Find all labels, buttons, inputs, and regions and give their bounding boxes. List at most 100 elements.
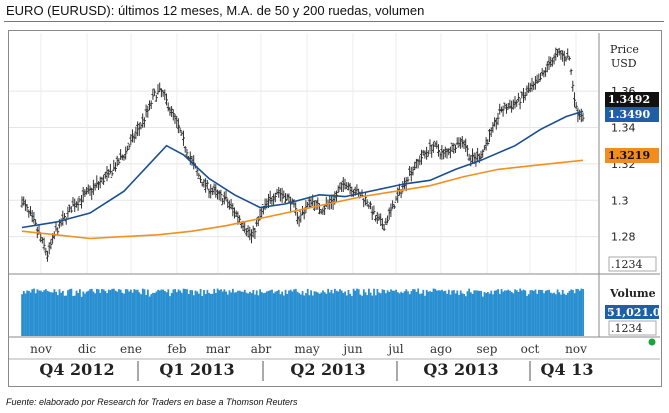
volume-bar <box>257 295 260 336</box>
volume-bar <box>318 293 321 336</box>
price-bar <box>49 239 53 250</box>
volume-bar <box>379 293 382 336</box>
volume-bar <box>519 288 522 336</box>
volume-bar <box>107 289 110 336</box>
volume-bar <box>155 291 158 336</box>
volume-bar <box>381 289 384 336</box>
volume-bar <box>306 288 309 336</box>
price-bar <box>76 197 80 211</box>
volume-bar <box>109 290 112 336</box>
volume-bar <box>104 291 107 336</box>
volume-bar <box>374 295 377 336</box>
ma50-line <box>21 110 584 229</box>
price-bar <box>426 150 430 157</box>
volume-bar <box>487 292 489 336</box>
volume-bar <box>55 291 57 336</box>
status-dot <box>648 338 656 346</box>
price-bar <box>323 205 327 215</box>
volume-bar <box>211 293 214 336</box>
volume-bar <box>38 290 40 336</box>
volume-bar <box>323 292 326 336</box>
price-bar <box>205 179 209 189</box>
volume-bar <box>279 294 282 336</box>
volume-bar <box>497 289 499 336</box>
price-bar <box>46 250 49 262</box>
volume-bar <box>170 293 173 336</box>
volume-bar <box>264 292 267 336</box>
volume-bar <box>311 295 314 336</box>
volume-last-tag <box>605 305 659 319</box>
volume-bar <box>267 290 270 336</box>
volume-bar <box>427 291 430 336</box>
volume-bar <box>164 291 166 336</box>
volume-bar <box>119 289 122 336</box>
volume-bar <box>97 289 100 336</box>
volume-bar <box>514 289 516 336</box>
month-label: nov <box>30 342 52 356</box>
volume-bar <box>572 289 574 336</box>
volume-bar <box>303 295 306 336</box>
price-bar <box>154 94 158 102</box>
volume-bar <box>490 290 493 336</box>
price-bar <box>165 93 168 106</box>
volume-bar <box>337 291 340 336</box>
volume-bar <box>259 289 261 336</box>
month-label: dic <box>78 342 97 356</box>
volume-bar <box>114 290 117 336</box>
volume-bar <box>286 293 289 336</box>
volume-bar <box>429 291 431 336</box>
month-label: ene <box>120 342 142 356</box>
volume-bar <box>430 291 433 336</box>
volume-bar <box>274 291 277 336</box>
price-bar <box>437 144 440 157</box>
volume-bar <box>245 292 248 336</box>
volume-bar <box>364 292 367 336</box>
ma200-line <box>21 159 584 240</box>
volume-bar <box>196 291 199 336</box>
price-bar <box>273 192 277 203</box>
volume-bar <box>403 291 406 336</box>
volume-bar <box>135 289 137 336</box>
volume-bar <box>361 295 363 336</box>
volume-bar <box>150 294 153 336</box>
month-label: jun <box>341 342 362 356</box>
volume-bar <box>174 289 176 336</box>
volume-bar <box>570 289 573 336</box>
volume-bar <box>92 291 95 336</box>
volume-bar <box>466 291 469 336</box>
volume-bar <box>504 290 506 336</box>
volume-bar <box>70 288 73 336</box>
volume-bar <box>247 293 250 336</box>
volume-bar <box>276 290 278 336</box>
volume-bar <box>402 292 404 336</box>
volume-bar <box>383 289 386 336</box>
price-bar <box>124 146 128 160</box>
price-bar <box>496 112 500 126</box>
volume-bar <box>434 288 437 336</box>
volume-bar <box>420 293 423 336</box>
volume-bar <box>376 288 379 336</box>
price-bar <box>127 142 131 150</box>
price-bar <box>42 237 46 251</box>
volume-bar <box>58 289 61 336</box>
quarter-label: Q4 2012 <box>39 360 114 379</box>
volume-bar <box>145 294 148 336</box>
volume-bar <box>354 290 357 336</box>
volume-bar <box>393 290 396 336</box>
volume-bar <box>238 290 241 336</box>
volume-bar <box>473 290 476 336</box>
volume-bar <box>480 290 482 336</box>
price-bar <box>183 145 187 153</box>
volume-bar <box>347 290 350 336</box>
volume-bar <box>386 290 389 336</box>
volume-bar <box>226 294 229 336</box>
volume-bar <box>415 291 418 336</box>
volume-bar <box>566 292 569 336</box>
volume-bar <box>240 291 243 336</box>
price-bar <box>518 97 522 110</box>
volume-bar <box>349 293 352 336</box>
volume-bar <box>493 290 496 336</box>
volume-bar <box>126 289 129 336</box>
volume-bar <box>500 289 503 336</box>
volume-bar <box>405 289 408 336</box>
